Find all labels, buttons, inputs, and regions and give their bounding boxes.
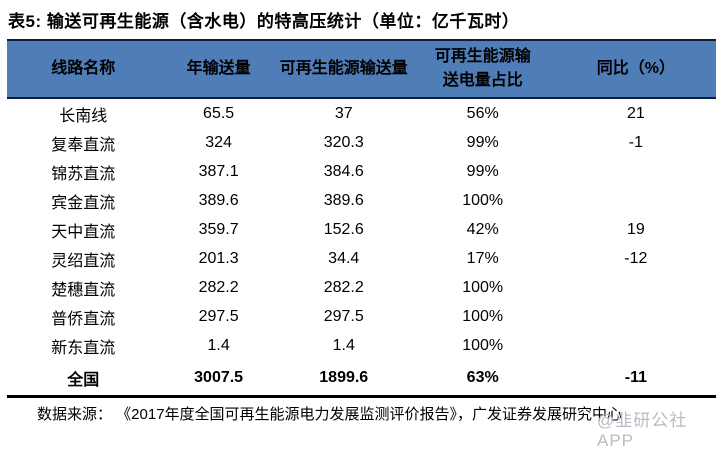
cell-annual: 201.3 xyxy=(198,249,239,267)
cell-annual: 297.5 xyxy=(198,307,239,325)
cell-annual: 3007.5 xyxy=(194,368,244,386)
cell-yoy xyxy=(556,157,716,186)
cell-annual: 65.5 xyxy=(203,104,235,122)
header-annual-volume: 年输送量 xyxy=(159,40,278,99)
header-renewable-volume: 可再生能源输送量 xyxy=(277,40,410,99)
cell-renewable: 1899.6 xyxy=(319,368,369,386)
cell-line-name: 普侨直流 xyxy=(51,310,116,328)
cell-renewable: 282.2 xyxy=(323,278,364,296)
cell-renewable: 37 xyxy=(334,104,353,122)
cell-share: 99% xyxy=(466,162,499,180)
cell-share: 17% xyxy=(466,249,499,267)
cell-renewable: 152.6 xyxy=(323,220,364,238)
cell-share: 100% xyxy=(462,278,504,296)
header-renewable-share-line2: 送电量占比 xyxy=(442,72,523,89)
table-row: 宾金直流 389.6 389.6 100% xyxy=(7,186,716,215)
cell-share: 100% xyxy=(462,336,504,354)
table-row: 锦苏直流 387.1 384.6 99% xyxy=(7,157,716,186)
cell-line-name: 锦苏直流 xyxy=(51,165,116,183)
table-header: 线路名称 年输送量 可再生能源输送量 可再生能源输 送电量占比 同比（%） xyxy=(7,40,716,99)
cell-line-name: 长南线 xyxy=(59,107,108,125)
table-row: 复奉直流 324 320.3 99% -1 xyxy=(7,128,716,157)
cell-line-name: 楚穗直流 xyxy=(51,281,116,299)
cell-share: 100% xyxy=(462,191,504,209)
cell-renewable: 389.6 xyxy=(323,191,364,209)
cell-yoy xyxy=(556,302,716,331)
table-row: 新东直流 1.4 1.4 100% xyxy=(7,331,716,360)
cell-yoy: -1 xyxy=(628,133,643,151)
header-renewable-share-line1: 可再生能源输 xyxy=(434,48,531,65)
cell-renewable: 1.4 xyxy=(332,336,355,354)
header-line-name: 线路名称 xyxy=(7,40,160,99)
cell-line-name: 新东直流 xyxy=(51,339,116,357)
cell-line-name: 复奉直流 xyxy=(51,136,116,154)
cell-renewable: 34.4 xyxy=(328,249,360,267)
cell-yoy: 19 xyxy=(626,220,645,238)
table-body: 长南线 65.5 37 56% 21 复奉直流 324 320.3 99% -1… xyxy=(7,98,716,397)
table-row: 长南线 65.5 37 56% 21 xyxy=(7,98,716,128)
table-row: 普侨直流 297.5 297.5 100% xyxy=(7,302,716,331)
table-row: 楚穗直流 282.2 282.2 100% xyxy=(7,273,716,302)
header-row: 线路名称 年输送量 可再生能源输送量 可再生能源输 送电量占比 同比（%） xyxy=(7,40,716,99)
table-row-total: 全国 3007.5 1899.6 63% -11 xyxy=(7,360,716,397)
table-row: 灵绍直流 201.3 34.4 17% -12 xyxy=(7,244,716,273)
cell-annual: 324 xyxy=(205,133,232,151)
cell-share: 63% xyxy=(466,368,499,386)
cell-annual: 282.2 xyxy=(198,278,239,296)
cell-annual: 1.4 xyxy=(207,336,230,354)
header-yoy: 同比（%） xyxy=(555,40,716,99)
cell-yoy: -11 xyxy=(624,368,647,386)
table-row: 天中直流 359.7 152.6 42% 19 xyxy=(7,215,716,244)
cell-share: 56% xyxy=(466,104,499,122)
cell-renewable: 320.3 xyxy=(323,133,364,151)
uhv-renewable-table: 线路名称 年输送量 可再生能源输送量 可再生能源输 送电量占比 同比（%） 长南… xyxy=(7,39,716,398)
cell-line-name: 宾金直流 xyxy=(51,194,116,212)
cell-renewable: 297.5 xyxy=(323,307,364,325)
header-renewable-share: 可再生能源输 送电量占比 xyxy=(409,40,556,99)
cell-share: 99% xyxy=(466,133,499,151)
cell-yoy xyxy=(556,273,716,302)
data-source-note: 数据来源： 《2017年度全国可再生能源电力发展监测评价报告》，广发证券发展研究… xyxy=(37,406,623,423)
cell-line-name: 全国 xyxy=(67,371,100,389)
cell-share: 100% xyxy=(462,307,504,325)
cell-annual: 389.6 xyxy=(198,191,239,209)
cell-yoy: 21 xyxy=(626,104,645,122)
cell-annual: 359.7 xyxy=(198,220,239,238)
cell-yoy xyxy=(556,331,716,360)
cell-line-name: 灵绍直流 xyxy=(51,252,116,270)
cell-share: 42% xyxy=(466,220,499,238)
page-title: 表5: 输送可再生能源（含水电）的特高压统计（单位：亿千瓦时） xyxy=(8,12,520,31)
cell-line-name: 天中直流 xyxy=(51,223,116,241)
cell-annual: 387.1 xyxy=(198,162,239,180)
cell-yoy: -12 xyxy=(624,249,648,267)
report-table-page: 表5: 输送可再生能源（含水电）的特高压统计（单位：亿千瓦时） 线路名称 年输送… xyxy=(7,12,716,450)
cell-renewable: 384.6 xyxy=(323,162,364,180)
cell-yoy xyxy=(556,186,716,215)
